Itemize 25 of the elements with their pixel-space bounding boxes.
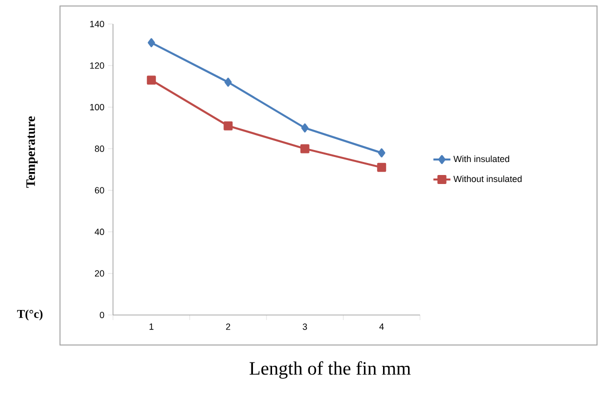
x-axis-title: Length of the fin mm (250, 361, 411, 379)
point (301, 123, 308, 132)
x-tick-label: 2 (226, 324, 230, 330)
x-tick-label: 4 (379, 324, 384, 330)
x-tick-label: 1 (150, 324, 154, 330)
y-tick-label: 80 (94, 146, 104, 152)
y-tick-label: 100 (90, 104, 104, 110)
point (300, 144, 310, 154)
point (224, 121, 233, 130)
y-tick-label: 120 (90, 62, 104, 69)
y-axis-title: Temperature (26, 116, 38, 188)
y-tick-label: 20 (94, 270, 104, 277)
point (148, 38, 155, 48)
point (146, 76, 156, 85)
y-tick-label: 60 (94, 187, 104, 194)
legend-label: Without insulated (453, 175, 522, 182)
point (377, 162, 386, 172)
text: T(°c) (17, 310, 42, 320)
point (224, 78, 232, 87)
x-tick-label: 3 (302, 324, 307, 330)
y-tick-label: 140 (90, 20, 104, 28)
y-tick-label: 40 (94, 228, 104, 236)
y-tick-label: 0 (100, 312, 104, 318)
point (378, 148, 386, 158)
legend-label: With insulated (453, 156, 510, 162)
